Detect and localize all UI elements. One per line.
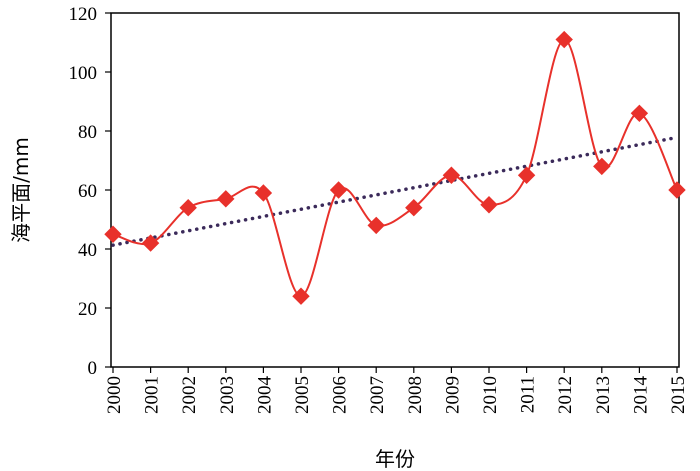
x-axis-title: 年份 [375, 447, 415, 471]
data-point-2007 [367, 216, 385, 235]
x-tick-label: 2007 [367, 376, 388, 414]
x-tick-label: 2011 [518, 376, 539, 413]
x-tick-label: 2004 [254, 376, 275, 415]
data-point-2011 [517, 166, 536, 184]
y-tick-label: 40 [78, 240, 97, 261]
data-point-2003 [217, 190, 235, 208]
x-tick-label: 2013 [593, 376, 614, 414]
x-tick-label: 2006 [330, 376, 351, 414]
y-tick-label: 0 [88, 358, 98, 379]
x-tick-label: 2000 [104, 376, 125, 414]
x-tick-label: 2008 [405, 376, 426, 414]
data-point-2006 [329, 181, 348, 199]
data-point-2004 [254, 184, 273, 202]
x-tick-label: 2009 [442, 376, 463, 414]
data-point-2002 [179, 198, 197, 217]
y-tick-label: 100 [69, 63, 98, 84]
x-tick-label: 2014 [630, 376, 651, 415]
x-tick-label: 2003 [217, 376, 238, 414]
x-tick-label: 2002 [179, 376, 200, 414]
y-tick-label: 20 [78, 299, 97, 320]
data-point-2008 [405, 198, 423, 217]
data-point-2001 [141, 234, 160, 252]
data-point-2000 [104, 225, 122, 243]
x-tick-label: 2010 [480, 376, 501, 414]
x-tick-label: 2012 [555, 376, 576, 414]
x-axis: 2000 2001 2002 2003 2004 2005 2006 2007 2008 2009… [104, 367, 689, 414]
data-point-2012 [555, 30, 573, 49]
series-layer [104, 30, 686, 305]
data-point-2005 [292, 287, 310, 305]
data-point-2014 [630, 104, 649, 123]
y-tick-label: 80 [78, 122, 97, 143]
x-tick-label: 2005 [292, 376, 313, 414]
x-tick-label: 2001 [142, 376, 163, 414]
y-axis: 0 20 40 60 80 100 120 [69, 4, 111, 379]
data-point-2013 [593, 157, 611, 176]
data-point-2015 [668, 181, 686, 199]
y-axis-title: 海平面/mm [9, 137, 33, 243]
data-point-2010 [480, 196, 498, 214]
y-tick-label: 60 [78, 181, 97, 202]
plot-area [110, 12, 680, 368]
y-tick-label: 120 [69, 4, 98, 25]
x-tick-label: 2015 [668, 376, 689, 414]
data-point-2009 [442, 166, 461, 184]
